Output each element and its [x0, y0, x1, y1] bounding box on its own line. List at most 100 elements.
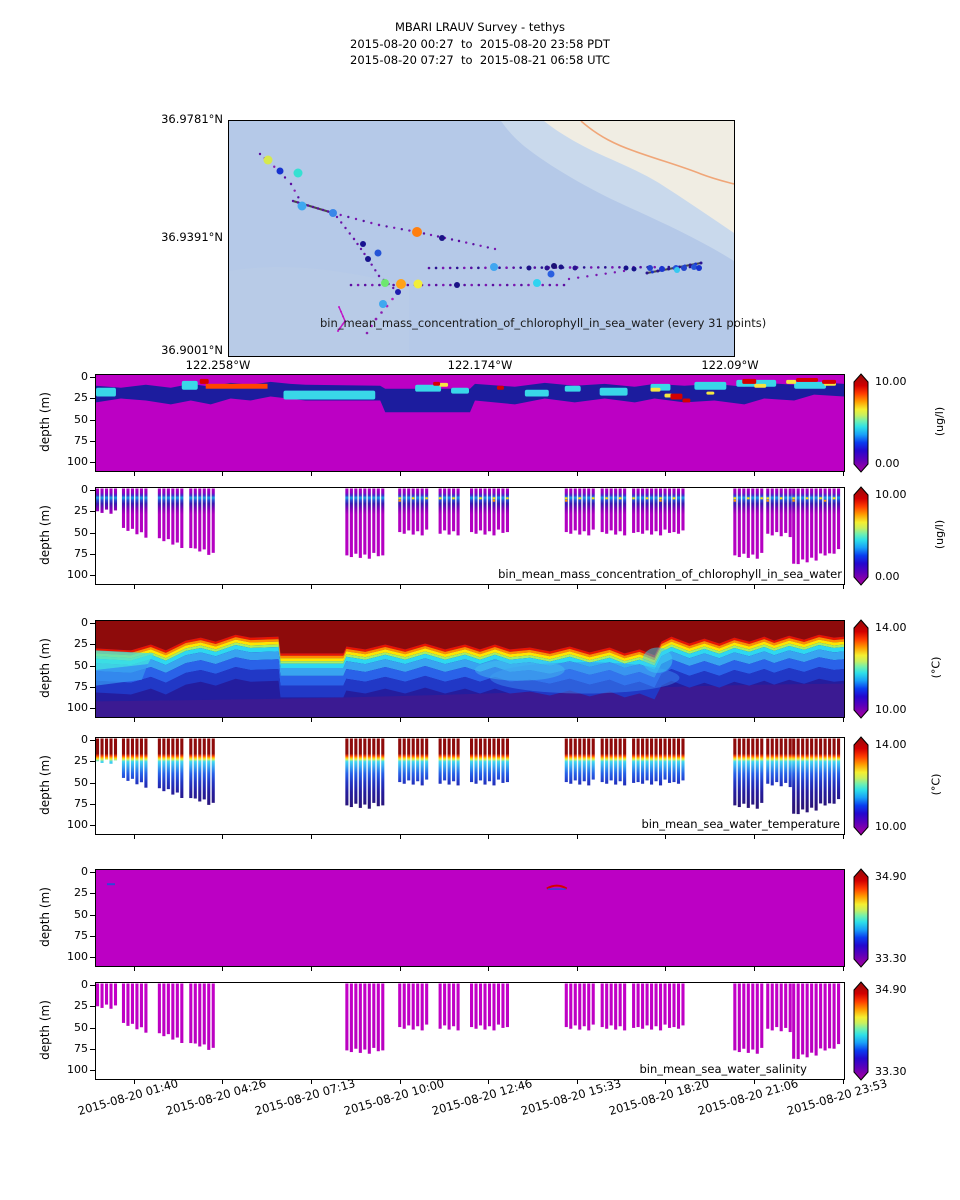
dive-profile-column — [805, 488, 809, 563]
coastline-land — [544, 121, 734, 233]
chlorophyll-sample-dot — [623, 265, 629, 271]
figure-subtitle-pdt: 2015-08-20 00:27 to 2015-08-20 23:58 PDT — [350, 37, 610, 51]
time-tick — [754, 718, 756, 722]
track-dot — [472, 243, 475, 246]
depth-tick — [90, 935, 95, 937]
time-tick — [754, 967, 756, 971]
track-dot — [548, 283, 552, 287]
time-tick — [843, 718, 845, 722]
time-tick — [134, 967, 136, 971]
dive-profile-column — [411, 488, 415, 535]
dive-profile-column — [663, 738, 667, 780]
depth-tick — [90, 686, 95, 688]
dive-profile-column — [376, 983, 380, 1052]
dive-profile-column — [104, 983, 109, 1005]
dive-profile-column — [96, 738, 100, 762]
dive-profile-column — [135, 488, 139, 535]
map-canvas — [229, 121, 734, 356]
dive-profile-column — [737, 983, 741, 1053]
dive-profile-column — [425, 738, 429, 780]
dive-profile-column — [109, 488, 113, 514]
depth-tick — [90, 532, 95, 534]
chlorophyll-sample-dot — [696, 265, 702, 271]
dive-profile-column — [358, 488, 362, 558]
time-tick — [488, 718, 490, 722]
depth-tick — [90, 708, 95, 710]
track-dot — [667, 267, 671, 271]
depth-tick — [90, 665, 95, 667]
dive-profile-column — [398, 488, 402, 533]
track-dot — [356, 242, 359, 246]
dive-profile-column — [505, 983, 509, 1028]
dive-profile-column — [411, 738, 415, 785]
dive-profile-column — [582, 983, 586, 1027]
dive-profile-column — [663, 983, 667, 1025]
track-dot — [393, 226, 396, 229]
track-dot — [354, 217, 358, 221]
track-dot — [555, 283, 559, 287]
track-dot — [699, 261, 703, 265]
depth-tick-label: 100 — [67, 455, 88, 468]
time-tick — [754, 472, 756, 476]
dive-profile-column — [609, 983, 613, 1026]
dive-profile-column — [349, 738, 353, 808]
dive-profile-column — [487, 983, 492, 1027]
dive-profile-column — [363, 983, 367, 1050]
time-tick — [665, 1080, 667, 1084]
dive-profile-column — [801, 488, 805, 560]
dive-profile-column — [139, 983, 143, 1028]
depth-tick-label: 0 — [81, 370, 88, 383]
time-tick — [488, 1080, 490, 1084]
track-dot — [613, 271, 617, 274]
dive-profile-column — [746, 488, 750, 558]
dive-profile-column — [819, 738, 823, 804]
dive-profile-column — [733, 983, 737, 1051]
dive-profile-column — [483, 983, 487, 1030]
dive-profile-column — [171, 738, 175, 795]
variable-name-label: bin_mean_sea_water_salinity — [639, 1062, 807, 1076]
track-dot — [470, 266, 473, 270]
chlorophyll-sample-dot — [659, 266, 665, 272]
track-dot — [392, 283, 395, 287]
time-tick — [754, 1080, 756, 1084]
dive-profile-column — [801, 738, 805, 810]
track-dot — [378, 283, 381, 287]
depth-tick-label: 0 — [81, 483, 88, 496]
depth-tick — [90, 893, 95, 895]
dive-profile-column — [492, 738, 496, 786]
dive-profile-column — [641, 738, 645, 784]
dive-profile-column — [632, 738, 636, 783]
dive-profile-column — [367, 983, 371, 1054]
track-dot — [273, 165, 276, 168]
chlorophyll-sample-dot — [533, 279, 541, 287]
track-dot — [448, 266, 452, 270]
dive-profile-column — [113, 738, 118, 761]
dive-profile-column — [478, 488, 483, 531]
depth-axis-label: depth (m) — [38, 887, 52, 947]
dive-profile-column — [832, 738, 836, 804]
dive-profile-column — [104, 738, 109, 760]
plot-panel-heat-temp — [95, 620, 845, 718]
dive-profile-column — [623, 738, 627, 786]
dive-profile-column — [501, 488, 505, 533]
dive-profile-column — [211, 488, 215, 553]
dive-profile-column — [113, 983, 118, 1006]
dive-profile-column — [645, 983, 649, 1026]
depth-tick-label: 100 — [67, 568, 88, 581]
dive-profile-column — [766, 488, 770, 534]
dive-profile-column — [578, 738, 582, 785]
time-tick — [843, 1080, 845, 1084]
depth-tick-label: 25 — [74, 999, 88, 1013]
time-tick — [577, 718, 579, 722]
depth-tick — [90, 398, 95, 400]
colorbar — [853, 981, 869, 1081]
dive-profile-column — [135, 983, 139, 1030]
dive-profile-column — [832, 488, 836, 554]
dive-profile-column — [501, 738, 505, 783]
track-dot — [650, 270, 654, 274]
dive-profile-column — [358, 738, 362, 808]
depth-tick — [90, 740, 95, 742]
dive-profile-column — [632, 488, 636, 533]
dive-profile-column — [779, 738, 783, 787]
depth-tick — [90, 761, 95, 763]
